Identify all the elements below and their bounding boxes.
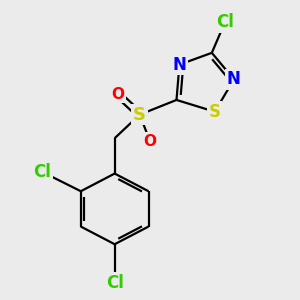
Text: Cl: Cl xyxy=(106,274,124,292)
Text: Cl: Cl xyxy=(216,13,234,31)
Text: O: O xyxy=(143,134,157,149)
Text: N: N xyxy=(227,70,241,88)
Text: O: O xyxy=(111,87,124,102)
Text: Cl: Cl xyxy=(34,163,52,181)
Text: N: N xyxy=(172,56,186,74)
Text: S: S xyxy=(209,103,221,121)
Text: S: S xyxy=(133,106,146,124)
